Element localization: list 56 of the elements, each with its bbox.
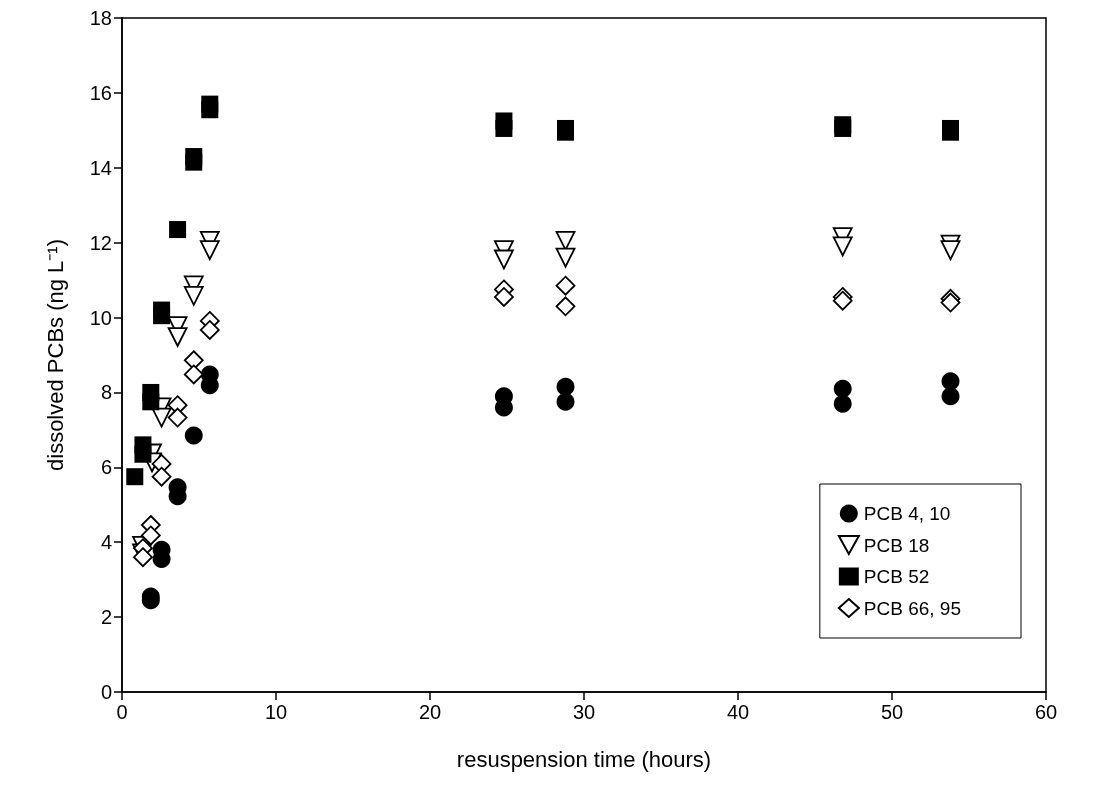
point: [151, 466, 172, 487]
legend-label: PCB 52: [863, 566, 930, 587]
point: [167, 327, 188, 347]
point: [185, 153, 203, 171]
y-tick-label: 2: [100, 606, 112, 629]
point: [199, 320, 220, 340]
legend-label: PCB 4, 10: [863, 503, 951, 524]
y-axis-title: dissolved PCBs (ng L⁻¹): [42, 239, 68, 471]
point: [494, 287, 514, 307]
point: [142, 393, 160, 411]
x-tick-label: 0: [116, 701, 128, 723]
legend-label: PCB 18: [863, 534, 930, 556]
point: [556, 392, 575, 411]
point: [140, 525, 161, 546]
point: [555, 230, 576, 251]
point: [555, 247, 576, 268]
point: [941, 387, 960, 406]
y-tick-label: 10: [89, 306, 112, 329]
y-tick-label: 12: [89, 231, 112, 254]
point: [555, 275, 576, 296]
point: [833, 394, 852, 413]
point: [126, 468, 144, 486]
legend-label: PCB 66, 95: [863, 597, 961, 619]
point: [134, 445, 152, 463]
x-tick-label: 40: [726, 701, 750, 723]
x-tick-label: 30: [572, 701, 596, 723]
point: [833, 379, 852, 398]
point: [494, 249, 514, 270]
x-tick-label: 50: [880, 701, 904, 723]
point: [555, 296, 576, 317]
point: [184, 426, 203, 445]
point: [151, 407, 172, 428]
y-tick-label: 16: [89, 81, 112, 104]
point: [199, 240, 220, 261]
point: [167, 407, 188, 428]
x-tick-label: 20: [418, 701, 442, 723]
point: [941, 372, 960, 391]
x-tick-label: 60: [1034, 701, 1058, 723]
x-axis-title: resuspension time (hours): [456, 746, 712, 772]
point: [169, 221, 187, 239]
y-tick-label: 6: [100, 456, 112, 479]
point: [183, 285, 204, 306]
point: [556, 377, 575, 396]
y-tick-label: 4: [100, 531, 112, 554]
point: [183, 364, 204, 385]
point: [495, 119, 513, 137]
y-tick-label: 18: [89, 7, 112, 29]
y-tick-label: 8: [100, 381, 112, 404]
point: [832, 236, 853, 257]
point: [201, 101, 219, 119]
point: [133, 547, 153, 568]
y-tick-label: 14: [89, 156, 112, 179]
point: [940, 240, 961, 261]
x-tick-label: 10: [264, 701, 288, 723]
point: [153, 307, 171, 325]
y-tick-label: 0: [100, 681, 112, 703]
